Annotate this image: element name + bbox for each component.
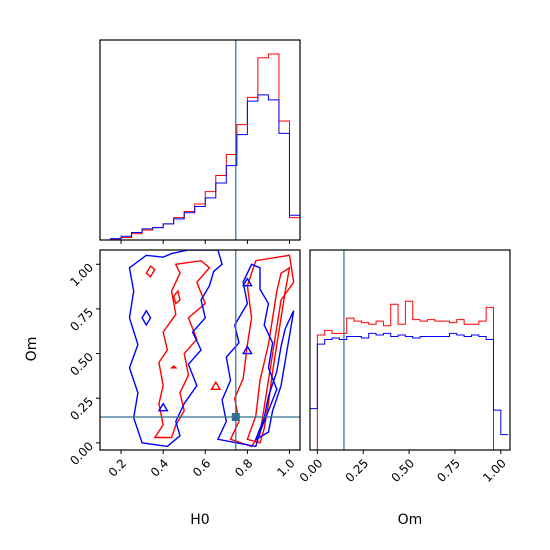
x-axis-label-h0: H0	[190, 512, 209, 528]
contour-series-0-level-4	[145, 265, 156, 278]
om-hist-series-0	[310, 300, 509, 451]
contour-series-0-level-6	[169, 365, 178, 369]
h0-tick-label-1: 0.4	[148, 456, 171, 479]
contour-area	[100, 250, 300, 450]
om-tick-label-0: 0.00	[67, 439, 96, 468]
contour-series-0-level-5	[210, 380, 222, 390]
truth-marker	[231, 412, 240, 421]
h0-tick-label-0: 0.2	[106, 456, 129, 479]
h0-histogram-panel	[99, 39, 301, 244]
om-tick-label-2: 0.50	[67, 350, 96, 379]
x-axis-label-om: Om	[398, 512, 423, 528]
contour-series-0-level-1	[229, 254, 295, 448]
contour-series-1-level-4	[141, 309, 152, 327]
contour-series-0-level-3	[172, 289, 181, 305]
h0-om-contour-panel: 0.2 0.4 0.6 0.8 1.0 0.00 0.25 0.50 0.75 1.00	[67, 249, 301, 480]
contour-series-1-level-6	[241, 277, 253, 287]
h0-hist-frame	[99, 39, 301, 241]
om-x-tick-label-4: 1.00	[480, 456, 509, 485]
contour-frame	[99, 249, 301, 451]
h0-tick-label-2: 0.6	[190, 456, 213, 479]
om-x-tick-label-2: 0.50	[388, 456, 417, 485]
contour-series-0-level-0	[153, 259, 211, 439]
h0-hist-series-1	[100, 94, 300, 241]
om-hist-frame	[309, 249, 511, 451]
om-tick-label-3: 0.75	[67, 305, 96, 334]
contour-series-1-level-3	[157, 402, 169, 412]
om-x-tick-label-3: 0.75	[434, 456, 463, 485]
om-tick-label-1: 0.25	[67, 394, 96, 423]
om-x-tick-label-1: 0.25	[343, 456, 372, 485]
contour-series-1-level-5	[241, 345, 253, 355]
contour-series-1-level-0	[128, 250, 223, 448]
h0-tick-label-3: 0.8	[232, 456, 255, 479]
h0-hist-series-0	[100, 53, 300, 241]
y-axis-label-om: Om	[24, 337, 40, 362]
om-tick-label-4: 1.00	[67, 261, 96, 290]
om-histogram-panel: 0.00 0.25 0.50 0.75 1.00	[297, 249, 511, 485]
om-x-tick-label-0: 0.00	[297, 456, 326, 485]
h0-tick-label-4: 1.0	[274, 456, 297, 479]
om-hist-series-1	[310, 332, 509, 436]
contour-series-1-level-1	[216, 263, 278, 448]
contour-series-1-level-2	[254, 310, 295, 441]
